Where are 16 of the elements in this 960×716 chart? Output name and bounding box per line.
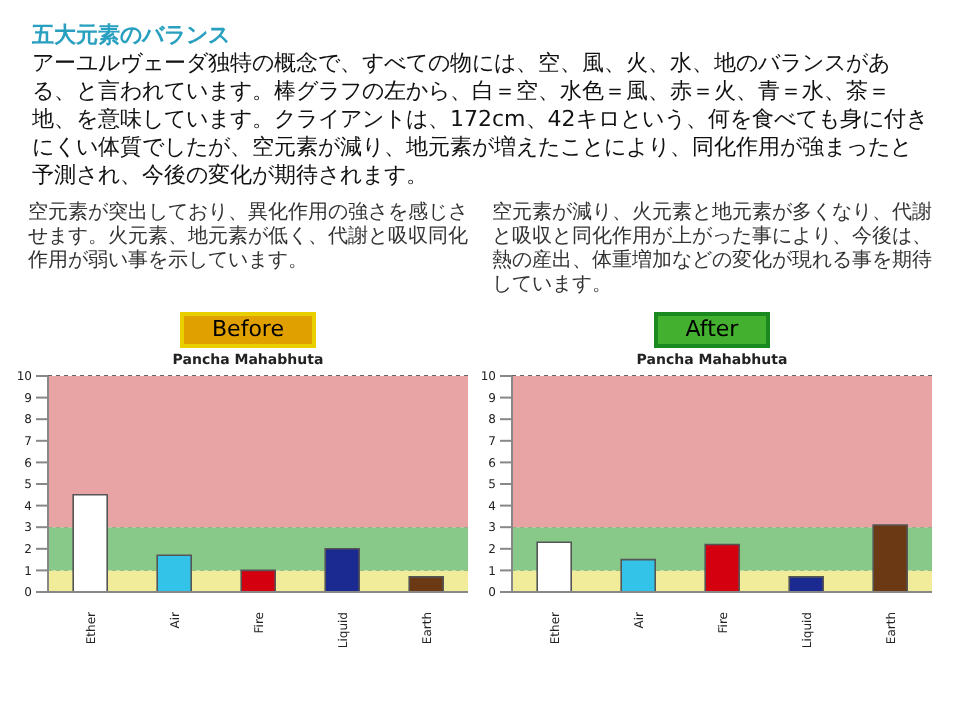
bar (536, 541, 572, 592)
bar (788, 576, 824, 592)
bar (240, 569, 276, 592)
bar (72, 494, 108, 592)
bar (704, 543, 740, 592)
bar (408, 576, 444, 592)
text: 空元素が減り、火元素と地元素が多くなり、代謝と吸収と同化作用が上がった事により、今後は、熱の産出、体重増加などの変化が現れる事を期待しています。 (492, 202, 932, 298)
chart-subtitle: Before (180, 312, 316, 348)
text: 空元素が突出しており、異化作用の強さを感じさせます。火元素、地元素が低く、代謝と吸収同化作用が弱い事を示しています。 (28, 202, 468, 274)
chart-subtitle: After (653, 312, 771, 348)
text: 五大元素のバランス (32, 20, 232, 50)
bar (620, 558, 656, 592)
bar (872, 524, 908, 592)
bar (324, 548, 360, 592)
text: アーユルヴェーダ独特の概念で、すべての物には、空、風、火、水、地のバランスがある、と言われています。棒グラフの左から、白＝空、水色＝風、赤＝火、青＝水、茶＝地、を意味しています。クライアントは、172cm、42キロという、何を食べても身に付きにくい体質でしたが、空元素が減り、地元素が増えたことにより、同化作用が強まったと予測され、今後の変化が期待されます。 (32, 50, 928, 190)
bar (156, 554, 192, 592)
